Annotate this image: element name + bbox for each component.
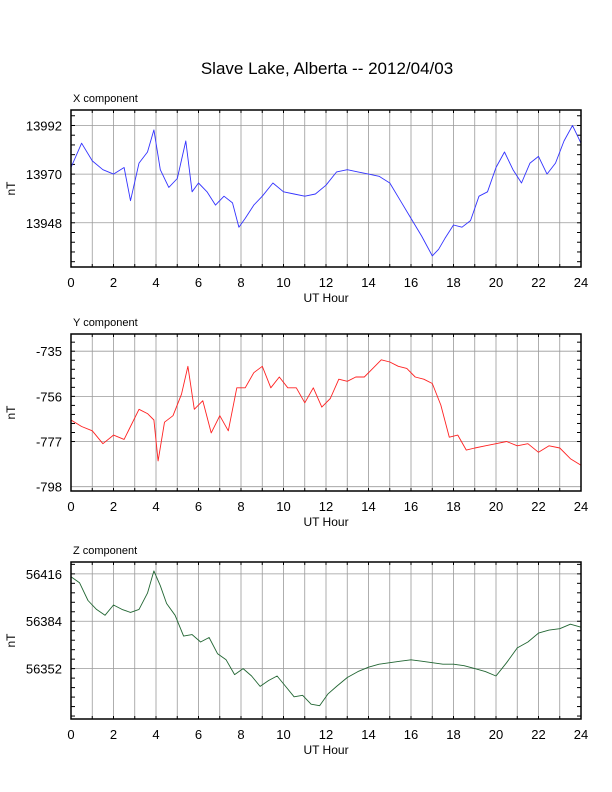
y-tick-label: 13970 <box>26 167 62 182</box>
y-tick-label: -735 <box>36 344 62 359</box>
y-tick-label: -777 <box>36 435 62 450</box>
x-tick-label: 0 <box>67 727 74 742</box>
y-axis-label: nT <box>4 405 18 420</box>
x-tick-label: 20 <box>489 275 503 290</box>
y-tick-label: -798 <box>36 480 62 495</box>
x-tick-label: 24 <box>574 275 588 290</box>
x-tick-label: 8 <box>237 275 244 290</box>
x-tick-label: 18 <box>446 727 460 742</box>
x-tick-label: 4 <box>152 499 159 514</box>
x-tick-label: 4 <box>152 275 159 290</box>
y-tick-label: 56352 <box>26 662 62 677</box>
series-line <box>70 570 582 707</box>
x-tick-label: 2 <box>110 499 117 514</box>
series-line <box>70 359 582 466</box>
x-tick-label: 14 <box>361 727 375 742</box>
x-tick-label: 12 <box>319 499 333 514</box>
y-axis-label: nT <box>4 633 18 648</box>
x-tick-label: 20 <box>489 727 503 742</box>
x-tick-label: 6 <box>195 275 202 290</box>
x-tick-label: 0 <box>67 275 74 290</box>
plot-frame <box>70 333 582 492</box>
y-tick-label: 56384 <box>26 614 62 629</box>
x-tick-label: 18 <box>446 499 460 514</box>
figure-title: Slave Lake, Alberta -- 2012/04/03 <box>201 59 453 78</box>
x-tick-label: 24 <box>574 499 588 514</box>
x-tick-label: 16 <box>404 727 418 742</box>
x-tick-label: 18 <box>446 275 460 290</box>
y-tick-label: -756 <box>36 389 62 404</box>
x-tick-label: 14 <box>361 499 375 514</box>
x-tick-label: 10 <box>276 275 290 290</box>
x-tick-label: 0 <box>67 499 74 514</box>
plot-frame <box>70 561 582 720</box>
x-tick-label: 22 <box>531 275 545 290</box>
x-tick-label: 2 <box>110 275 117 290</box>
x-axis-label: UT Hour <box>303 515 348 529</box>
x-tick-label: 2 <box>110 727 117 742</box>
x-tick-label: 16 <box>404 275 418 290</box>
x-tick-label: 8 <box>237 727 244 742</box>
x-tick-label: 16 <box>404 499 418 514</box>
x-tick-label: 22 <box>531 727 545 742</box>
plot-frame <box>70 109 582 268</box>
x-tick-label: 8 <box>237 499 244 514</box>
x-tick-label: 10 <box>276 727 290 742</box>
x-tick-label: 24 <box>574 727 588 742</box>
x-tick-label: 22 <box>531 499 545 514</box>
x-tick-label: 12 <box>319 275 333 290</box>
x-axis-label: UT Hour <box>303 291 348 305</box>
x-tick-label: 20 <box>489 499 503 514</box>
x-tick-label: 14 <box>361 275 375 290</box>
y-tick-label: 13992 <box>26 118 62 133</box>
y-axis-label: nT <box>4 181 18 196</box>
x-tick-label: 6 <box>195 727 202 742</box>
x-tick-label: 4 <box>152 727 159 742</box>
x-tick-label: 6 <box>195 499 202 514</box>
panel-label: X component <box>73 93 138 105</box>
y-tick-label: 56416 <box>26 567 62 582</box>
x-tick-label: 10 <box>276 499 290 514</box>
x-tick-label: 12 <box>319 727 333 742</box>
y-tick-label: 13948 <box>26 216 62 231</box>
panel-label: Y component <box>73 317 138 329</box>
series-line <box>70 125 582 257</box>
x-axis-label: UT Hour <box>303 743 348 757</box>
panel-label: Z component <box>73 545 137 557</box>
